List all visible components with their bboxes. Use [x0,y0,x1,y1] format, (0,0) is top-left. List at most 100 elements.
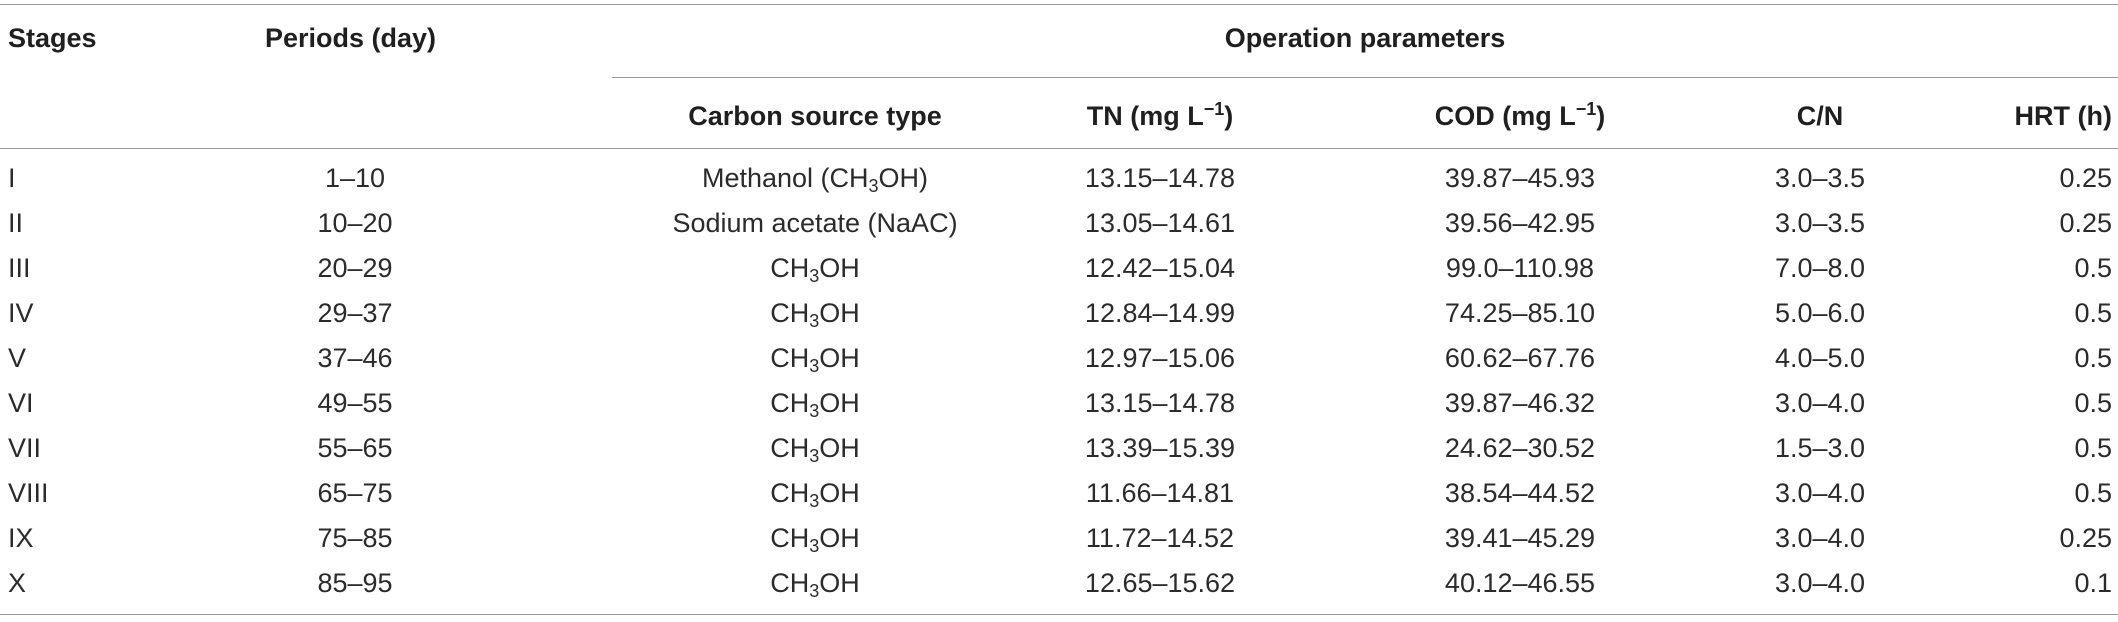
cell-period: 85–95 [317,568,393,598]
carbon-subscript: 3 [809,581,820,601]
cell-tn: 11.66–14.81 [1085,478,1235,508]
header-tn-text: TN (mg L [1086,101,1204,131]
cell-carbon-source: CH3OH [590,342,1040,376]
carbon-text-end: OH [819,298,860,328]
cell-cn: 3.0–4.0 [1774,478,1866,508]
carbon-subscript: 3 [809,446,820,466]
header-bottom-rule [0,148,2118,149]
cell-stage: V [8,343,27,373]
cell-hrt: 0.25 [2059,208,2112,238]
cell-stage: X [8,568,27,598]
cell-tn: 11.72–14.52 [1085,523,1235,553]
header-cod-close: ) [1596,101,1606,131]
cell-period: 10–20 [317,208,393,238]
cell-carbon-source: CH3OH [590,567,1040,601]
cell-stage: VI [8,388,34,418]
carbon-subscript: 3 [809,356,820,376]
operation-parameters-underline [612,77,2118,78]
carbon-text-end: OH [819,388,860,418]
cell-stage: II [8,208,24,238]
carbon-subscript: 3 [809,266,820,286]
header-cod-text: COD (mg L [1434,101,1576,131]
carbon-text-end: OH [819,478,860,508]
cell-stage: IV [8,298,34,328]
cell-hrt: 0.1 [2074,568,2112,598]
cell-hrt: 0.5 [2074,433,2112,463]
table-top-rule [0,4,2118,5]
header-carbon-source-type: Carbon source type [688,101,942,131]
carbon-text-end: OH [819,253,860,283]
cell-stage: VII [8,433,42,463]
cell-cod: 39.41–45.29 [1444,523,1596,553]
carbon-subscript: 3 [809,491,820,511]
carbon-text: CH [770,568,810,598]
cell-tn: 12.65–15.62 [1084,568,1236,598]
cell-cn: 3.0–3.5 [1774,208,1866,238]
carbon-subscript: 3 [809,401,820,421]
carbon-text: CH [770,523,810,553]
cell-carbon-source: CH3OH [590,297,1040,331]
cell-period: 65–75 [317,478,393,508]
carbon-text: CH [770,343,810,373]
cell-cn: 3.0–3.5 [1774,163,1866,193]
carbon-subscript: 3 [809,311,820,331]
carbon-subscript: 3 [809,536,820,556]
cell-period: 37–46 [317,343,393,373]
cell-stage: I [8,163,16,193]
cell-cod: 24.62–30.52 [1444,433,1596,463]
cell-cn: 3.0–4.0 [1774,388,1866,418]
cell-cod: 39.87–46.32 [1444,388,1596,418]
table-bottom-rule [0,614,2118,615]
carbon-text: Methanol (CH [701,163,869,193]
cell-cn: 1.5–3.0 [1774,433,1866,463]
cell-period: 20–29 [317,253,393,283]
cell-tn: 13.05–14.61 [1084,208,1236,238]
cell-hrt: 0.5 [2074,478,2112,508]
cell-hrt: 0.5 [2074,388,2112,418]
cell-cod: 74.25–85.10 [1444,298,1596,328]
carbon-text: CH [770,253,810,283]
cell-cod: 99.0–110.98 [1445,253,1595,283]
header-periods: Periods (day) [265,23,437,53]
header-hrt: HRT (h) [2014,101,2112,131]
cell-tn: 12.42–15.04 [1084,253,1236,283]
cell-hrt: 0.5 [2074,298,2112,328]
cell-cod: 40.12–46.55 [1444,568,1596,598]
carbon-text: CH [770,433,810,463]
cell-period: 49–55 [317,388,393,418]
cell-hrt: 0.25 [2059,163,2112,193]
cell-carbon-source: CH3OH [590,252,1040,286]
header-stages: Stages [8,23,97,53]
carbon-text-end: OH [819,568,860,598]
cell-hrt: 0.25 [2059,523,2112,553]
cell-tn: 13.15–14.78 [1084,163,1236,193]
carbon-text: CH [770,388,810,418]
header-tn-close: ) [1224,101,1234,131]
cell-tn: 12.97–15.06 [1084,343,1236,373]
carbon-text-end: OH [819,343,860,373]
cell-cod: 60.62–67.76 [1444,343,1596,373]
cell-tn: 13.39–15.39 [1084,433,1236,463]
carbon-text: CH [770,478,810,508]
cell-carbon-source: CH3OH [590,432,1040,466]
header-tn-exponent: −1 [1203,99,1225,119]
carbon-text-end: OH) [878,163,929,193]
cell-carbon-source: CH3OH [590,477,1040,511]
header-cod-exponent: −1 [1575,99,1597,119]
cell-cn: 7.0–8.0 [1774,253,1866,283]
carbon-subscript: 3 [868,176,879,196]
cell-carbon-source: CH3OH [590,387,1040,421]
cell-carbon-source: CH3OH [590,522,1040,556]
carbon-text-end: OH [819,523,860,553]
cell-stage: III [8,253,31,283]
cell-tn: 13.15–14.78 [1084,388,1236,418]
cell-stage: VIII [8,478,49,508]
cell-cod: 39.87–45.93 [1444,163,1596,193]
cell-period: 55–65 [317,433,393,463]
carbon-text: Sodium acetate (NaAC) [672,208,958,238]
cell-hrt: 0.5 [2074,343,2112,373]
header-cod: COD (mg L−1) [1370,100,1670,132]
cell-carbon-source: Methanol (CH3OH) [590,162,1040,196]
header-cn: C/N [1796,101,1844,131]
